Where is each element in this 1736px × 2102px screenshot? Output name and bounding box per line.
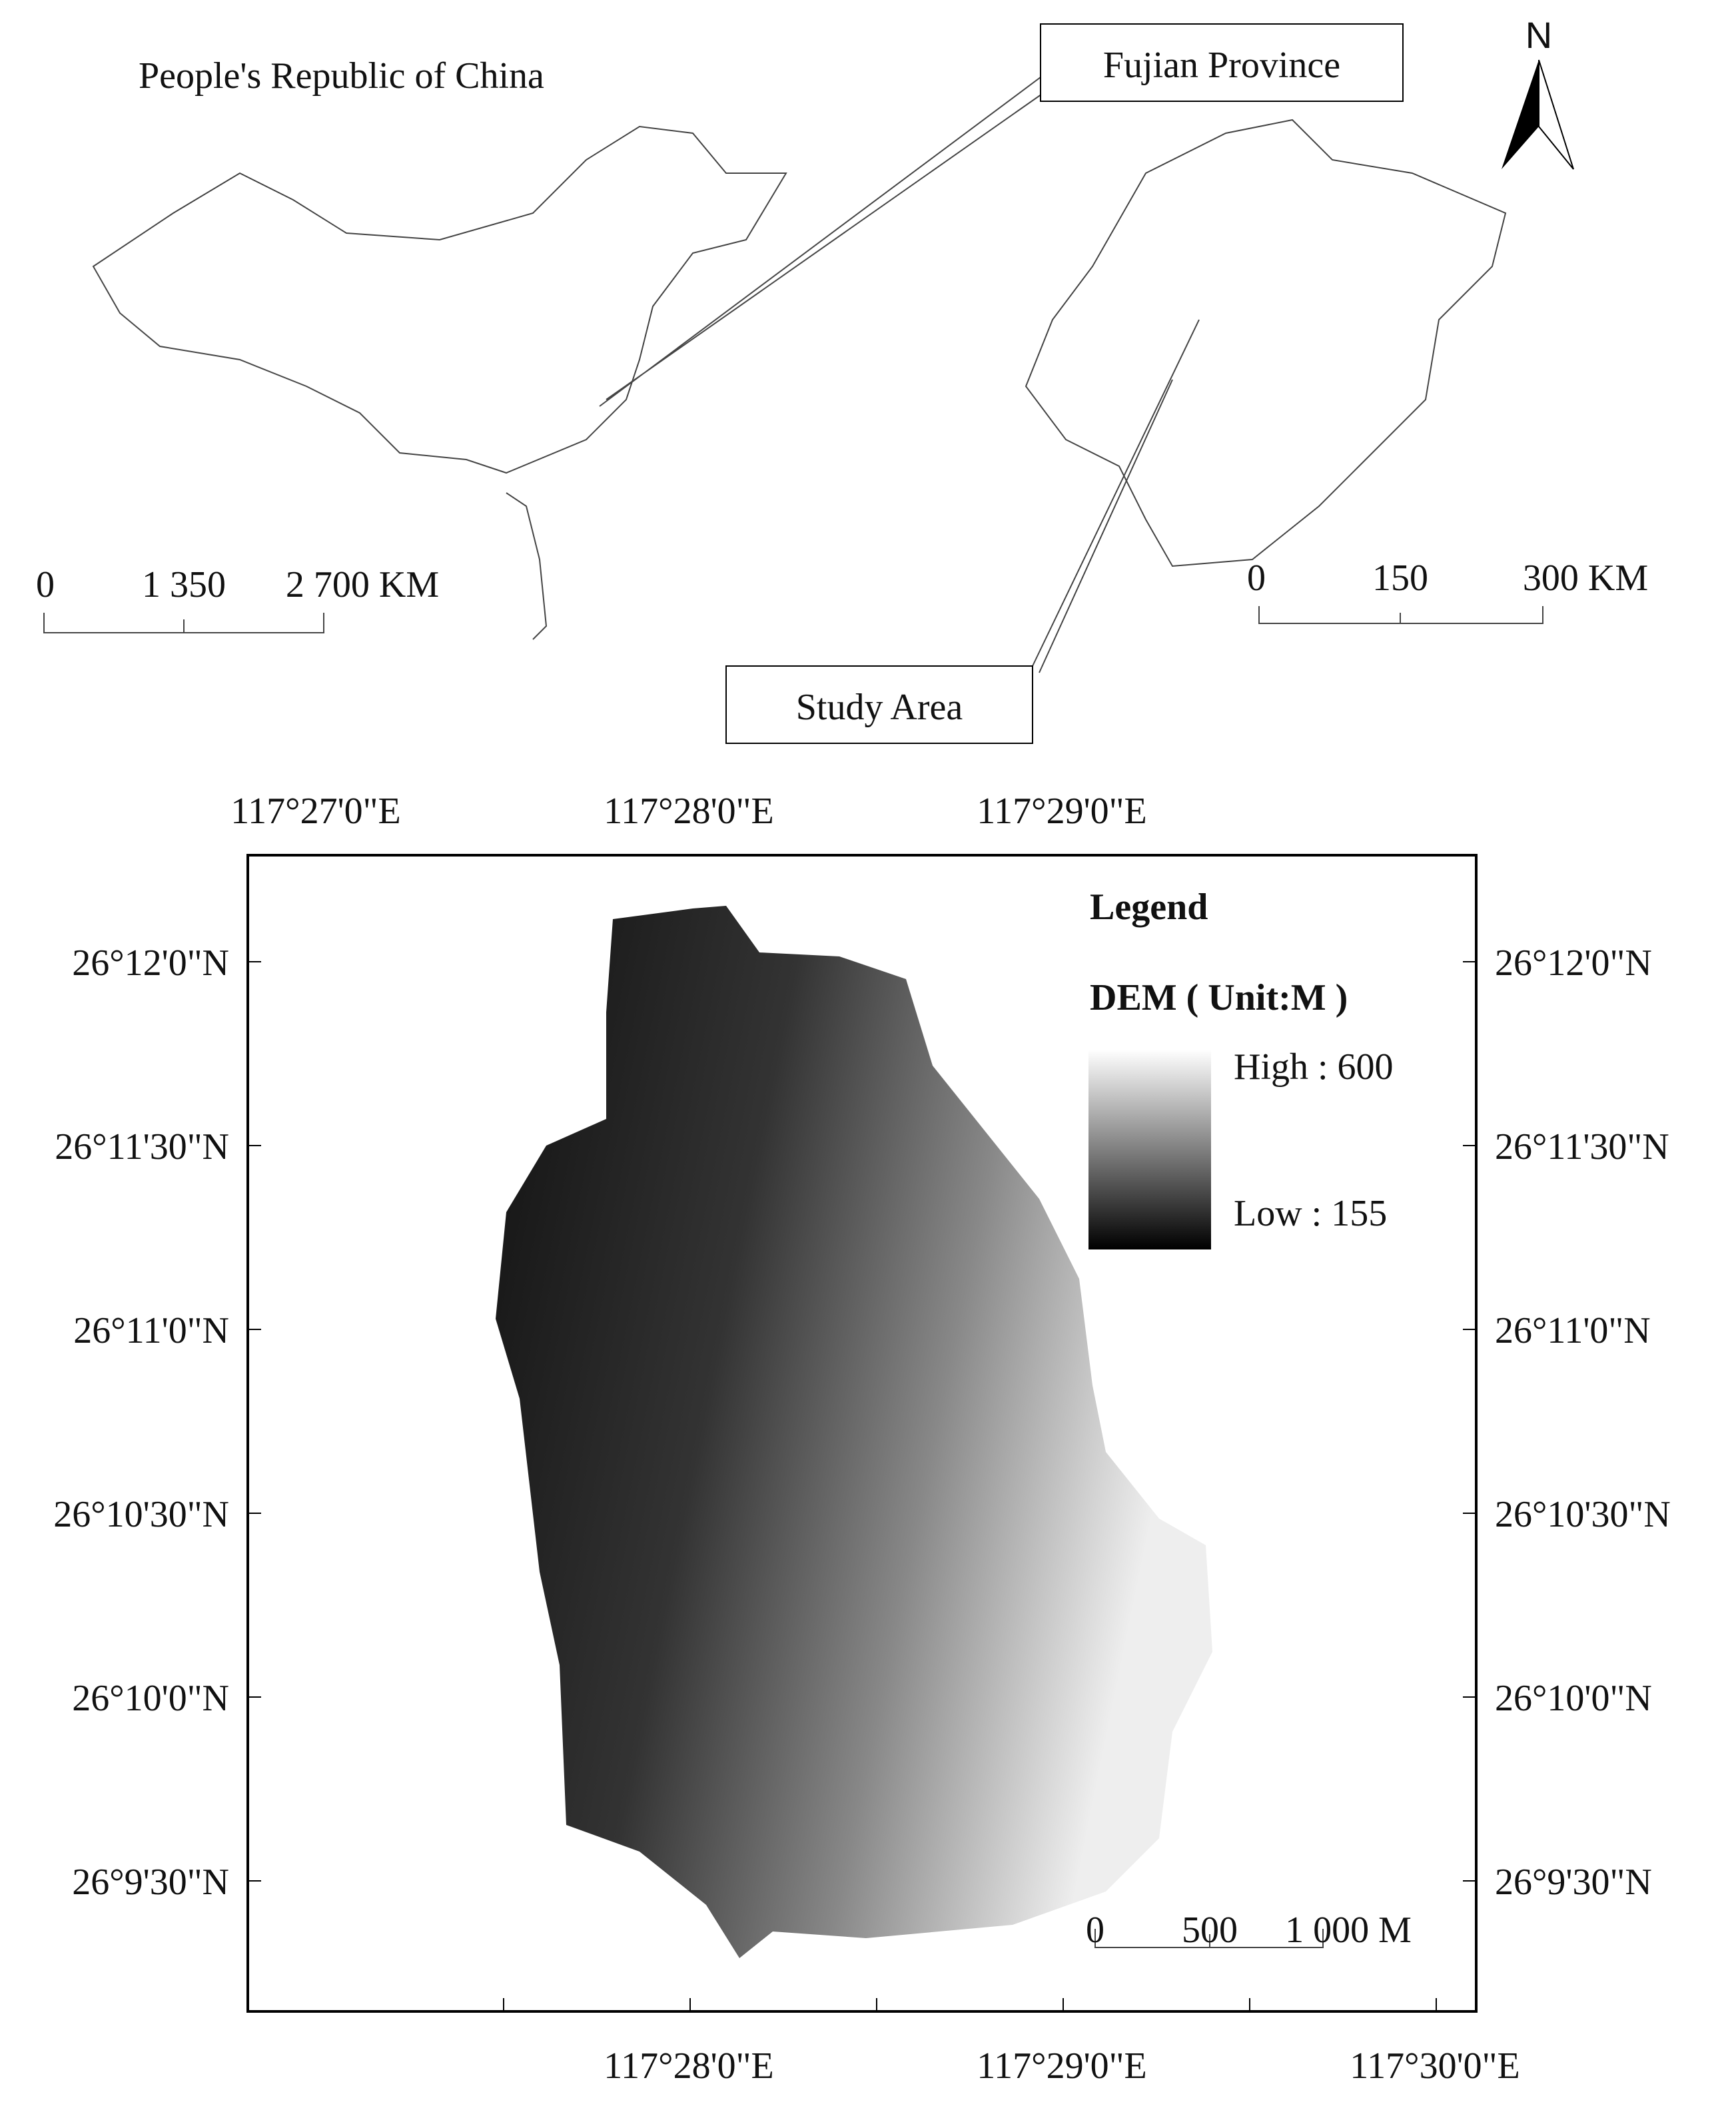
x-label: 117°28'0"E [604,2045,773,2087]
legend-low: Low : 155 [1234,1193,1387,1234]
scale-label: 2 700 KM [286,564,439,605]
y-label: 26°10'30"N [53,1494,229,1535]
scale-label: 150 [1372,557,1428,599]
scale-label: 0 [36,564,55,605]
y-label: 26°11'30"N [1495,1126,1669,1168]
y-label: 26°12'0"N [1495,942,1652,984]
y-label: 26°9'30"N [72,1862,229,1903]
x-label: 117°29'0"E [977,2045,1146,2087]
legend-ramp [1088,1050,1211,1249]
y-label: 26°11'0"N [1495,1310,1651,1351]
y-label: 26°12'0"N [72,942,229,984]
scale-label: 1 350 [142,564,226,605]
labels: 0 1 350 2 700 KM 0 150 300 KM 0 500 1 000 M 117°2… [36,557,1671,2087]
scale-bar [43,613,324,633]
map-frame [246,854,1478,2013]
north-arrow [1502,60,1539,169]
scale-label: 1 000 M [1285,1910,1412,1951]
china-outline [92,125,787,640]
callout-box [725,665,1033,744]
scale-label: 0 [1086,1910,1104,1951]
y-label: 26°10'0"N [72,1678,229,1719]
x-label: 117°29'0"E [977,791,1146,832]
north-label: N [1525,14,1552,56]
legend-high: High : 600 [1234,1046,1394,1088]
scale-bar [1094,1929,1324,1948]
y-label: 26°11'30"N [55,1126,229,1168]
study-area-dem [496,906,1212,1958]
callout-box [1040,23,1404,102]
x-label: 117°28'0"E [604,791,773,832]
legend-subtitle: DEM ( Unit:M ) [1090,977,1348,1018]
y-label: 26°10'30"N [1495,1494,1671,1535]
y-label: 26°10'0"N [1495,1678,1652,1719]
x-label: 117°27'0"E [230,791,400,832]
fujian-label: Fujian Province [1103,45,1340,86]
north-arrow [1538,59,1574,170]
china-title: People's Republic of China [139,55,544,97]
scale-label: 0 [1247,557,1266,599]
scale-label: 500 [1182,1910,1238,1951]
x-label: 117°30'0"E [1350,2045,1519,2087]
legend-title: Legend [1090,886,1208,928]
scale-label: 300 KM [1523,557,1648,599]
study-area-label: Study Area [796,687,963,728]
y-label: 26°9'30"N [1495,1862,1652,1903]
y-label: 26°11'0"N [73,1310,229,1351]
fujian-outline [1025,119,1507,567]
callout-line [599,73,1200,673]
scale-bar [1258,606,1543,624]
